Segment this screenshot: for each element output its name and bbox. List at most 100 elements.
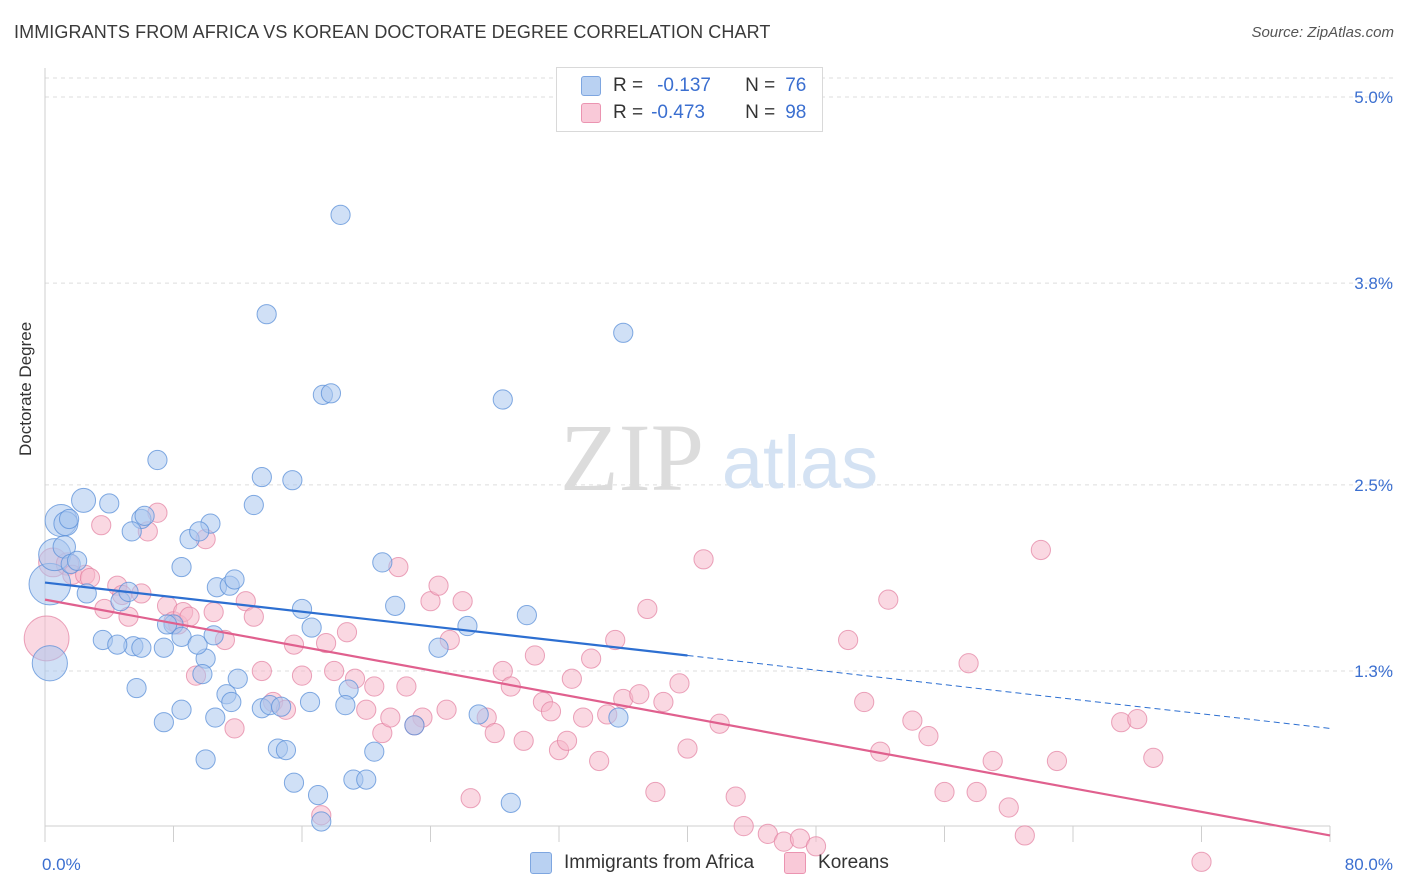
- chart-title: IMMIGRANTS FROM AFRICA VS KOREAN DOCTORA…: [14, 22, 771, 42]
- point-africa: [500, 792, 521, 813]
- trendline-koreans: [44, 598, 1331, 837]
- legend-swatch-koreans: [784, 852, 807, 874]
- n-value: 98: [785, 102, 807, 123]
- point-africa: [131, 637, 152, 658]
- point-africa: [67, 550, 88, 571]
- n-label: N =: [745, 102, 776, 123]
- point-africa: [291, 598, 313, 620]
- legend-swatch-koreans: [581, 103, 601, 123]
- point-africa: [221, 691, 242, 713]
- point-koreans: [878, 589, 899, 610]
- point-africa: [192, 664, 213, 685]
- series-legend: Immigrants from Africa Koreans: [530, 852, 919, 874]
- point-koreans: [540, 701, 562, 722]
- point-koreans: [380, 707, 401, 728]
- point-africa: [404, 715, 425, 736]
- point-africa: [283, 772, 305, 793]
- legend-item-koreans[interactable]: Koreans: [784, 852, 889, 874]
- point-koreans: [918, 726, 939, 747]
- point-koreans: [854, 691, 875, 713]
- point-koreans: [364, 676, 385, 697]
- point-africa: [147, 449, 168, 471]
- point-koreans: [243, 606, 264, 627]
- point-koreans: [669, 673, 690, 694]
- point-koreans: [251, 660, 272, 682]
- legend-item-africa[interactable]: Immigrants from Africa: [530, 852, 754, 874]
- n-value: 76: [785, 75, 807, 96]
- legend-swatch-africa: [530, 852, 552, 874]
- source-label: Source: ZipAtlas.com: [1251, 24, 1394, 41]
- point-africa: [121, 521, 142, 542]
- x-tick-label-max: 80.0%: [1345, 855, 1393, 874]
- point-koreans: [733, 816, 754, 837]
- r-label: R =: [613, 75, 644, 96]
- point-koreans: [605, 629, 626, 651]
- point-africa: [372, 552, 393, 573]
- r-value: -0.473: [651, 102, 705, 123]
- point-africa: [107, 634, 128, 655]
- point-koreans: [572, 707, 594, 728]
- point-koreans: [524, 645, 546, 666]
- point-koreans: [966, 781, 987, 803]
- point-africa: [134, 505, 155, 526]
- point-koreans: [291, 665, 313, 686]
- point-koreans: [653, 691, 674, 713]
- point-africa: [99, 493, 120, 514]
- r-label: R =: [613, 102, 644, 123]
- point-africa: [251, 466, 272, 488]
- y-tick-label: 5.0%: [1354, 88, 1393, 107]
- point-africa: [311, 811, 332, 832]
- point-koreans: [637, 598, 658, 620]
- point-koreans: [958, 653, 979, 674]
- point-koreans: [396, 676, 417, 697]
- point-koreans: [324, 660, 345, 682]
- watermark-zip: ZIP: [560, 404, 704, 511]
- point-africa: [271, 696, 292, 717]
- point-africa: [224, 569, 245, 590]
- y-tick-label: 2.5%: [1354, 476, 1393, 495]
- point-africa: [153, 712, 174, 733]
- point-koreans: [91, 515, 112, 536]
- point-africa: [205, 707, 226, 728]
- point-africa: [126, 677, 147, 699]
- correlation-legend: R = -0.137 N = 76 R = -0.473 N = 98: [556, 67, 823, 132]
- legend-label-koreans: Koreans: [818, 852, 889, 873]
- legend-row-africa: R = -0.137 N = 76: [581, 73, 806, 99]
- trendline-africa-extension: [687, 654, 1331, 729]
- point-africa: [307, 785, 329, 806]
- point-koreans: [452, 591, 473, 612]
- point-koreans: [484, 722, 505, 744]
- point-koreans: [224, 718, 245, 739]
- y-axis-label: Doctorate Degree: [16, 321, 35, 456]
- point-africa: [71, 487, 97, 513]
- point-koreans: [1030, 539, 1051, 561]
- point-africa: [299, 691, 321, 713]
- point-koreans: [629, 684, 650, 705]
- legend-label-africa: Immigrants from Africa: [564, 852, 755, 873]
- point-africa: [187, 634, 208, 655]
- point-africa: [227, 668, 248, 689]
- point-koreans: [556, 730, 578, 751]
- point-koreans: [203, 601, 224, 623]
- point-koreans: [725, 786, 746, 807]
- point-koreans: [693, 549, 714, 570]
- y-tick-label: 1.3%: [1354, 662, 1393, 681]
- point-koreans: [561, 668, 582, 689]
- point-africa: [171, 556, 192, 578]
- point-africa: [613, 322, 634, 343]
- point-koreans: [581, 648, 602, 669]
- point-africa: [256, 304, 277, 325]
- point-africa: [153, 637, 174, 658]
- y-tick-label: 3.8%: [1354, 274, 1393, 293]
- point-africa: [492, 389, 513, 410]
- point-africa: [364, 741, 385, 762]
- point-koreans: [315, 632, 337, 654]
- point-africa: [385, 595, 406, 616]
- n-label: N =: [745, 75, 776, 96]
- point-africa: [428, 637, 449, 658]
- trendline-africa: [44, 581, 688, 657]
- point-koreans: [838, 629, 859, 651]
- point-koreans: [1046, 750, 1068, 772]
- point-koreans: [356, 699, 377, 720]
- point-koreans: [645, 781, 666, 803]
